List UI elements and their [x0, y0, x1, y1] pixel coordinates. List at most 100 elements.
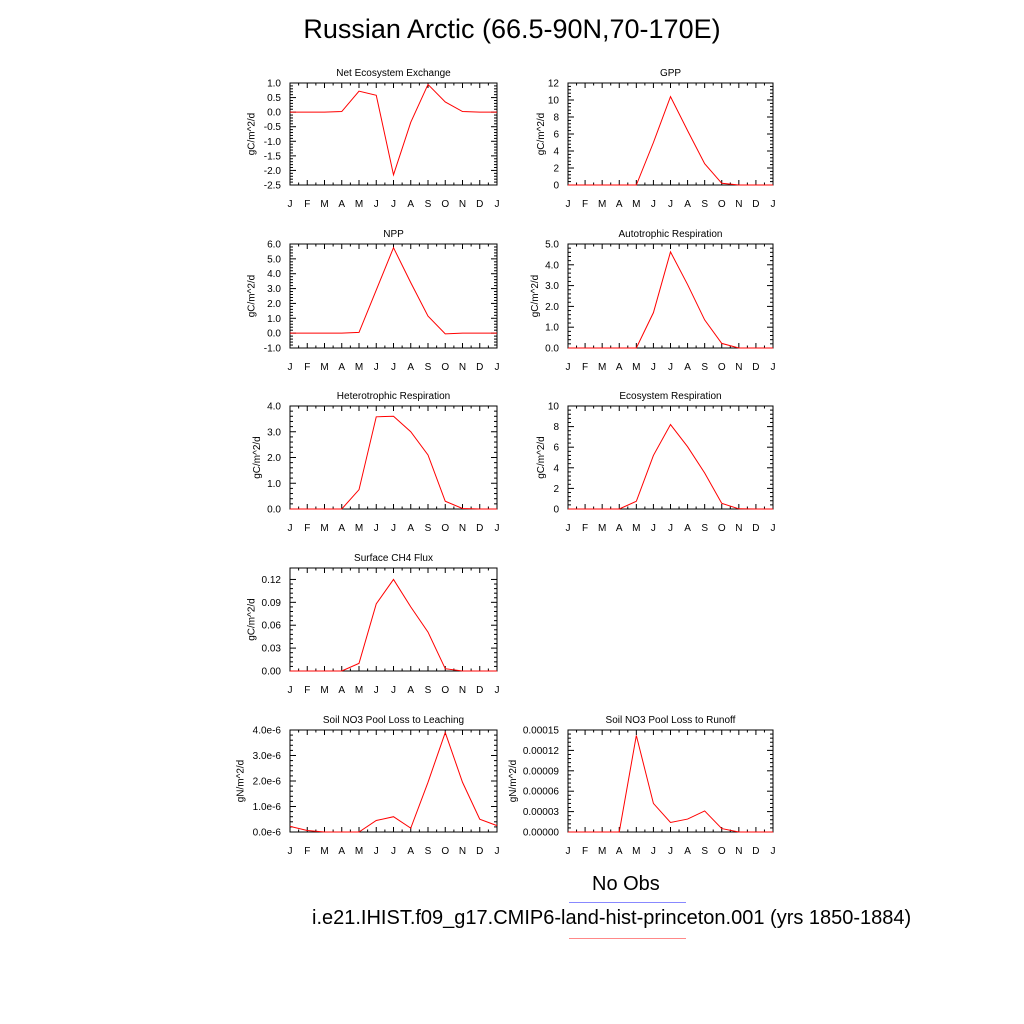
x-tick-label: J — [566, 846, 571, 857]
x-tick-label: S — [425, 362, 432, 373]
x-tick-label: O — [718, 846, 726, 857]
y-tick-label: 2.0e-6 — [253, 777, 282, 788]
x-tick-label: J — [651, 362, 656, 373]
y-tick-label: 0.06 — [262, 621, 282, 632]
x-tick-label: M — [355, 362, 363, 373]
y-tick-label: -2.0 — [264, 166, 282, 177]
y-tick-label: 3.0 — [545, 281, 559, 292]
legend-obs-label: No Obs — [592, 873, 660, 895]
x-tick-label: N — [735, 199, 742, 210]
x-tick-label: J — [668, 362, 673, 373]
y-axis-label: gC/m^2/d — [247, 113, 258, 156]
x-tick-label: O — [718, 362, 726, 373]
x-tick-label: J — [495, 199, 500, 210]
x-tick-label: O — [441, 523, 449, 534]
x-tick-label: F — [582, 199, 588, 210]
series-line — [568, 95, 773, 186]
x-tick-label: A — [684, 362, 691, 373]
y-tick-label: 4.0e-6 — [253, 726, 282, 737]
plot-frame — [567, 729, 774, 833]
y-axis-label: gC/m^2/d — [247, 275, 258, 318]
x-tick-label: N — [459, 685, 466, 696]
x-tick-label: A — [407, 846, 414, 857]
y-tick-label: 0.00006 — [523, 787, 560, 798]
x-tick-label: O — [718, 523, 726, 534]
y-tick-label: 0 — [553, 505, 559, 516]
x-tick-label: S — [425, 523, 432, 534]
x-tick-label: A — [616, 846, 623, 857]
x-tick-label: J — [668, 846, 673, 857]
x-tick-label: J — [391, 362, 396, 373]
x-tick-label: A — [407, 523, 414, 534]
x-tick-label: J — [668, 523, 673, 534]
x-tick-label: M — [320, 523, 328, 534]
x-tick-label: J — [374, 846, 379, 857]
panel-title: Soil NO3 Pool Loss to Runoff — [606, 715, 736, 726]
x-tick-label: J — [771, 199, 776, 210]
x-tick-label: M — [355, 199, 363, 210]
y-tick-label: 0.00000 — [523, 828, 560, 839]
x-tick-label: M — [355, 846, 363, 857]
x-tick-label: M — [320, 199, 328, 210]
y-tick-label: 4 — [553, 463, 559, 474]
y-tick-label: 2 — [553, 164, 559, 175]
x-tick-label: S — [425, 846, 432, 857]
panel-title: Soil NO3 Pool Loss to Leaching — [323, 715, 464, 726]
y-tick-label: -0.5 — [264, 122, 282, 133]
y-tick-label: 0 — [553, 181, 559, 192]
y-tick-label: 8 — [553, 113, 559, 124]
x-tick-label: J — [391, 523, 396, 534]
y-tick-label: 2.0 — [267, 299, 281, 310]
y-tick-label: 1.0 — [267, 314, 281, 325]
x-tick-label: J — [771, 846, 776, 857]
plot-frame — [289, 82, 498, 186]
x-tick-label: O — [441, 362, 449, 373]
x-tick-label: J — [566, 199, 571, 210]
x-tick-label: S — [701, 199, 708, 210]
x-tick-label: N — [735, 523, 742, 534]
y-tick-label: 1.0 — [545, 323, 559, 334]
x-tick-label: J — [374, 685, 379, 696]
x-tick-label: J — [391, 685, 396, 696]
x-tick-label: M — [598, 362, 606, 373]
x-tick-label: A — [684, 199, 691, 210]
y-tick-label: 1.0 — [267, 479, 281, 490]
y-tick-label: 4 — [553, 147, 559, 158]
x-tick-label: N — [735, 846, 742, 857]
x-tick-label: M — [320, 846, 328, 857]
y-tick-label: 0.5 — [267, 93, 281, 104]
x-tick-label: J — [495, 523, 500, 534]
y-tick-label: -2.5 — [264, 181, 282, 192]
x-tick-label: J — [651, 199, 656, 210]
y-tick-label: 4.0 — [545, 260, 559, 271]
panel-title: Surface CH4 Flux — [354, 553, 433, 564]
y-tick-label: 2 — [553, 484, 559, 495]
plot-frame — [289, 405, 498, 510]
x-tick-label: J — [374, 523, 379, 534]
y-tick-label: 3.0 — [267, 284, 281, 295]
y-tick-label: 0.12 — [262, 575, 282, 586]
x-tick-label: J — [495, 846, 500, 857]
x-tick-label: A — [338, 523, 345, 534]
panel-title: Net Ecosystem Exchange — [336, 68, 451, 79]
x-tick-label: D — [752, 523, 759, 534]
x-tick-label: A — [338, 685, 345, 696]
x-tick-label: A — [616, 199, 623, 210]
x-tick-label: J — [391, 846, 396, 857]
y-tick-label: -1.5 — [264, 151, 282, 162]
x-tick-label: F — [582, 523, 588, 534]
x-tick-label: D — [752, 199, 759, 210]
series-line — [568, 735, 773, 833]
x-tick-label: A — [684, 523, 691, 534]
x-tick-label: O — [441, 199, 449, 210]
x-tick-label: M — [632, 362, 640, 373]
x-tick-label: M — [320, 685, 328, 696]
x-tick-label: A — [407, 685, 414, 696]
